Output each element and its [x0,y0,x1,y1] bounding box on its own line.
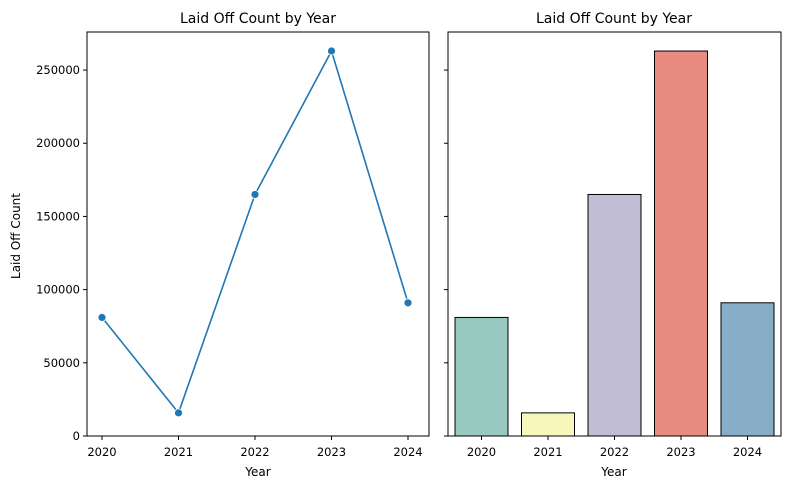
line-chart-y-tick-label: 200000 [36,136,80,150]
bar-chart-bar [587,193,642,437]
bar-chart-x-tick-label: 2020 [467,445,496,459]
line-chart-point [403,298,413,308]
bar-chart-panel: Laid Off Count by Year Year 2020 2021 2022… [444,11,782,479]
line-chart-y-axis-label: Laid Off Count [9,193,23,279]
line-chart-point [97,313,107,322]
bar-chart-x-axis-label: Year [600,465,626,479]
line-chart-y-tick-label: 0 [73,429,80,443]
line-chart-marks: 0 50000 100000 150000 200000 250000 2020 2021 20… [36,46,423,459]
line-chart-x-tick-label: 2021 [164,445,193,459]
line-chart-frame [86,31,430,437]
bar-chart-x-tick-label: 2023 [666,445,695,459]
line-chart-x-axis-label: Year [244,465,270,479]
line-chart-x-tick-label: 2024 [393,445,422,459]
bar-chart-bar [720,302,775,437]
line-chart-x-tick-label: 2022 [240,445,269,459]
line-chart-y-tick-label: 50000 [43,356,80,370]
bar-chart-bar [454,316,509,437]
bar-chart-bar [654,50,708,437]
line-chart-point [174,408,183,418]
line-chart-panel: Laid Off Count by Year Year Laid Off Cou… [9,11,430,479]
bar-chart-marks: 2020 2021 2022 2023 2024 [444,50,775,459]
bar-chart-frame [447,31,782,437]
line-chart-point [250,190,260,199]
bar-chart-x-tick-label: 2021 [533,445,562,459]
bar-chart-bar [521,412,575,437]
line-chart-x-tick-label: 2020 [87,445,116,459]
line-chart-point [327,46,336,56]
bar-chart-x-tick-label: 2022 [600,445,629,459]
bar-chart-x-tick-label: 2024 [733,445,762,459]
line-chart-y-tick-label: 150000 [36,209,80,223]
line-chart-title: Laid Off Count by Year [180,11,336,27]
line-chart-y-tick-label: 250000 [36,63,80,77]
line-chart-y-tick-label: 100000 [36,283,80,297]
bar-chart-title: Laid Off Count by Year [536,11,692,27]
line-chart-x-tick-label: 2023 [317,445,346,459]
